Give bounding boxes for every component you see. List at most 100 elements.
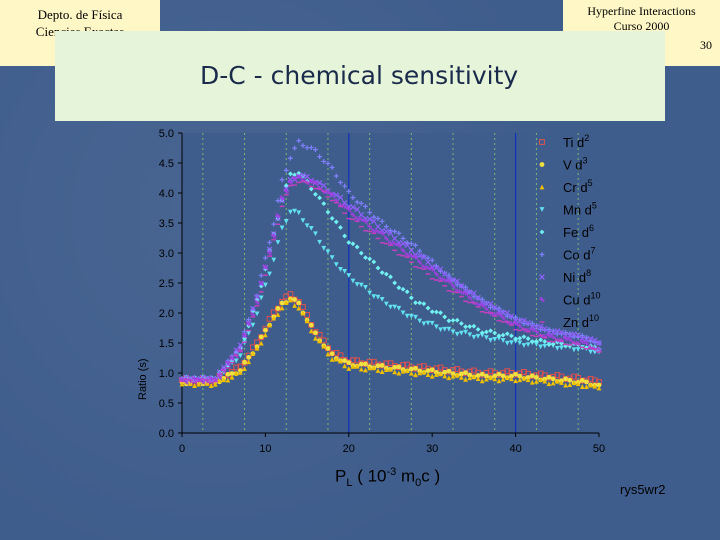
series-fe-d6-point	[329, 216, 335, 221]
series-mn-d5-point	[542, 343, 548, 349]
series-mn-d5-point	[292, 208, 297, 214]
series-cu-d10-point	[412, 254, 419, 260]
series-ni-d8-point	[446, 275, 452, 282]
series-fe-d6-point	[442, 314, 448, 320]
series-co-d7-point	[546, 326, 552, 332]
series-v-d3-point	[225, 371, 231, 377]
series-ni-d8-point	[479, 299, 486, 306]
series-fe-d6-point	[504, 331, 510, 337]
series-ni-d8-point	[508, 313, 515, 320]
series-cr-d5-point	[375, 368, 381, 373]
series-v-d3-point	[442, 369, 448, 375]
series-mn-d5-point	[283, 219, 289, 224]
series-fe-d6-point	[400, 286, 406, 292]
series-cu-d10-point	[329, 191, 335, 198]
series-cr-d5-point	[250, 350, 256, 356]
series-mn-d5-point	[421, 321, 427, 327]
series-fe-d6-point	[425, 305, 431, 311]
series-mn-d5-point	[325, 249, 331, 255]
series-ti-d2-point	[537, 370, 544, 377]
series-cr-d5-point	[400, 368, 406, 374]
series-mn-d5-point	[237, 353, 243, 359]
series-co-d7-point	[538, 327, 544, 333]
series-cu-d10-point	[496, 311, 502, 318]
legend-marker	[539, 229, 545, 235]
series-mn-d5-point	[250, 322, 256, 328]
series-ni-d8-point	[433, 265, 440, 271]
y-tick-label: 4.0	[159, 188, 174, 200]
series-cu-d10-point	[291, 175, 298, 182]
series-cu-d10-point	[579, 338, 586, 345]
series-v-d3-point	[275, 306, 281, 311]
series-mn-d5-point	[288, 209, 293, 215]
series-cr-d5-point	[529, 379, 535, 385]
series-ni-d8-point	[558, 329, 565, 336]
series-cr-d5-point	[467, 375, 473, 381]
series-cr-d5-point	[300, 310, 306, 316]
y-tick-label: 0.0	[159, 428, 174, 440]
series-cr-d5-point	[258, 340, 264, 346]
series-ni-d8-point	[550, 329, 556, 336]
series-cu-d10-point	[429, 266, 435, 272]
series-fe-d6-point	[517, 335, 523, 341]
series-co-d7-point	[367, 210, 373, 215]
series-mn-d5-point	[304, 223, 310, 229]
series-v-d3-point	[263, 327, 268, 333]
series-mn-d5-point	[446, 326, 452, 332]
series-v-d3-point	[379, 363, 385, 368]
series-fe-d6-point	[342, 233, 348, 239]
series-co-d7-point	[246, 317, 252, 322]
series-fe-d6-point	[534, 338, 539, 344]
series-cr-d5-point	[204, 381, 210, 386]
series-cr-d5-point	[279, 305, 285, 311]
series-v-d3-point	[458, 371, 464, 377]
y-tick-label: 2.5	[159, 278, 174, 290]
series-co-d7-point	[300, 143, 306, 148]
series-mn-d5-point	[317, 239, 323, 245]
series-co-d7-point	[346, 189, 352, 194]
series-fe-d6-point	[367, 256, 373, 262]
series-co-d7-point	[321, 159, 327, 164]
series-co-d7-point	[417, 248, 423, 254]
series-cr-d5-point	[500, 376, 506, 382]
series-cr-d5-point	[354, 363, 360, 369]
series-co-d7-point	[304, 145, 310, 151]
series-fe-d6-point	[463, 324, 468, 330]
series-cu-d10-point	[596, 346, 602, 352]
series-co-d7-point	[529, 320, 535, 326]
series-mn-d5-point	[267, 271, 272, 277]
series-mn-d5-point	[404, 313, 410, 319]
series-cr-d5-point	[313, 335, 318, 341]
series-mn-d5-point	[321, 245, 327, 251]
series-cu-d10-point	[383, 235, 390, 242]
series-ni-d8-point	[254, 294, 260, 300]
series-ni-d8-point	[571, 331, 577, 337]
series-ni-d8-point	[337, 194, 344, 201]
series-mn-d5-point	[471, 334, 477, 340]
series-mn-d5-point	[333, 262, 339, 268]
series-fe-d6-point	[388, 274, 393, 280]
series-v-d3-point	[408, 366, 414, 372]
series-cr-d5-point	[475, 376, 481, 382]
series-ti-d2-point	[316, 331, 323, 338]
series-cr-d5-point	[229, 374, 235, 380]
series-v-d3-point	[517, 373, 523, 379]
series-cu-d10-point	[183, 379, 189, 385]
series-cr-d5-point	[358, 366, 364, 372]
series-co-d7-point	[396, 230, 402, 236]
series-cu-d10-point	[208, 375, 214, 382]
series-mn-d5-point	[534, 341, 539, 347]
series-cr-d5-point	[458, 374, 464, 380]
course-year: Curso 2000	[613, 19, 670, 33]
series-mn-d5-point	[504, 340, 510, 346]
series-fe-d6-point	[525, 336, 531, 342]
series-mn-d5-point	[350, 278, 356, 284]
y-tick-label: 3.0	[159, 248, 174, 260]
series-ti-d2-point	[366, 358, 373, 365]
series-fe-d6-point	[538, 337, 544, 343]
series-cu-d10-point	[225, 360, 231, 366]
series-v-d3-point	[229, 371, 235, 376]
series-fe-d6-point	[325, 209, 331, 215]
series-cu-d10-point	[366, 223, 373, 230]
series-cr-d5-point	[371, 365, 377, 371]
